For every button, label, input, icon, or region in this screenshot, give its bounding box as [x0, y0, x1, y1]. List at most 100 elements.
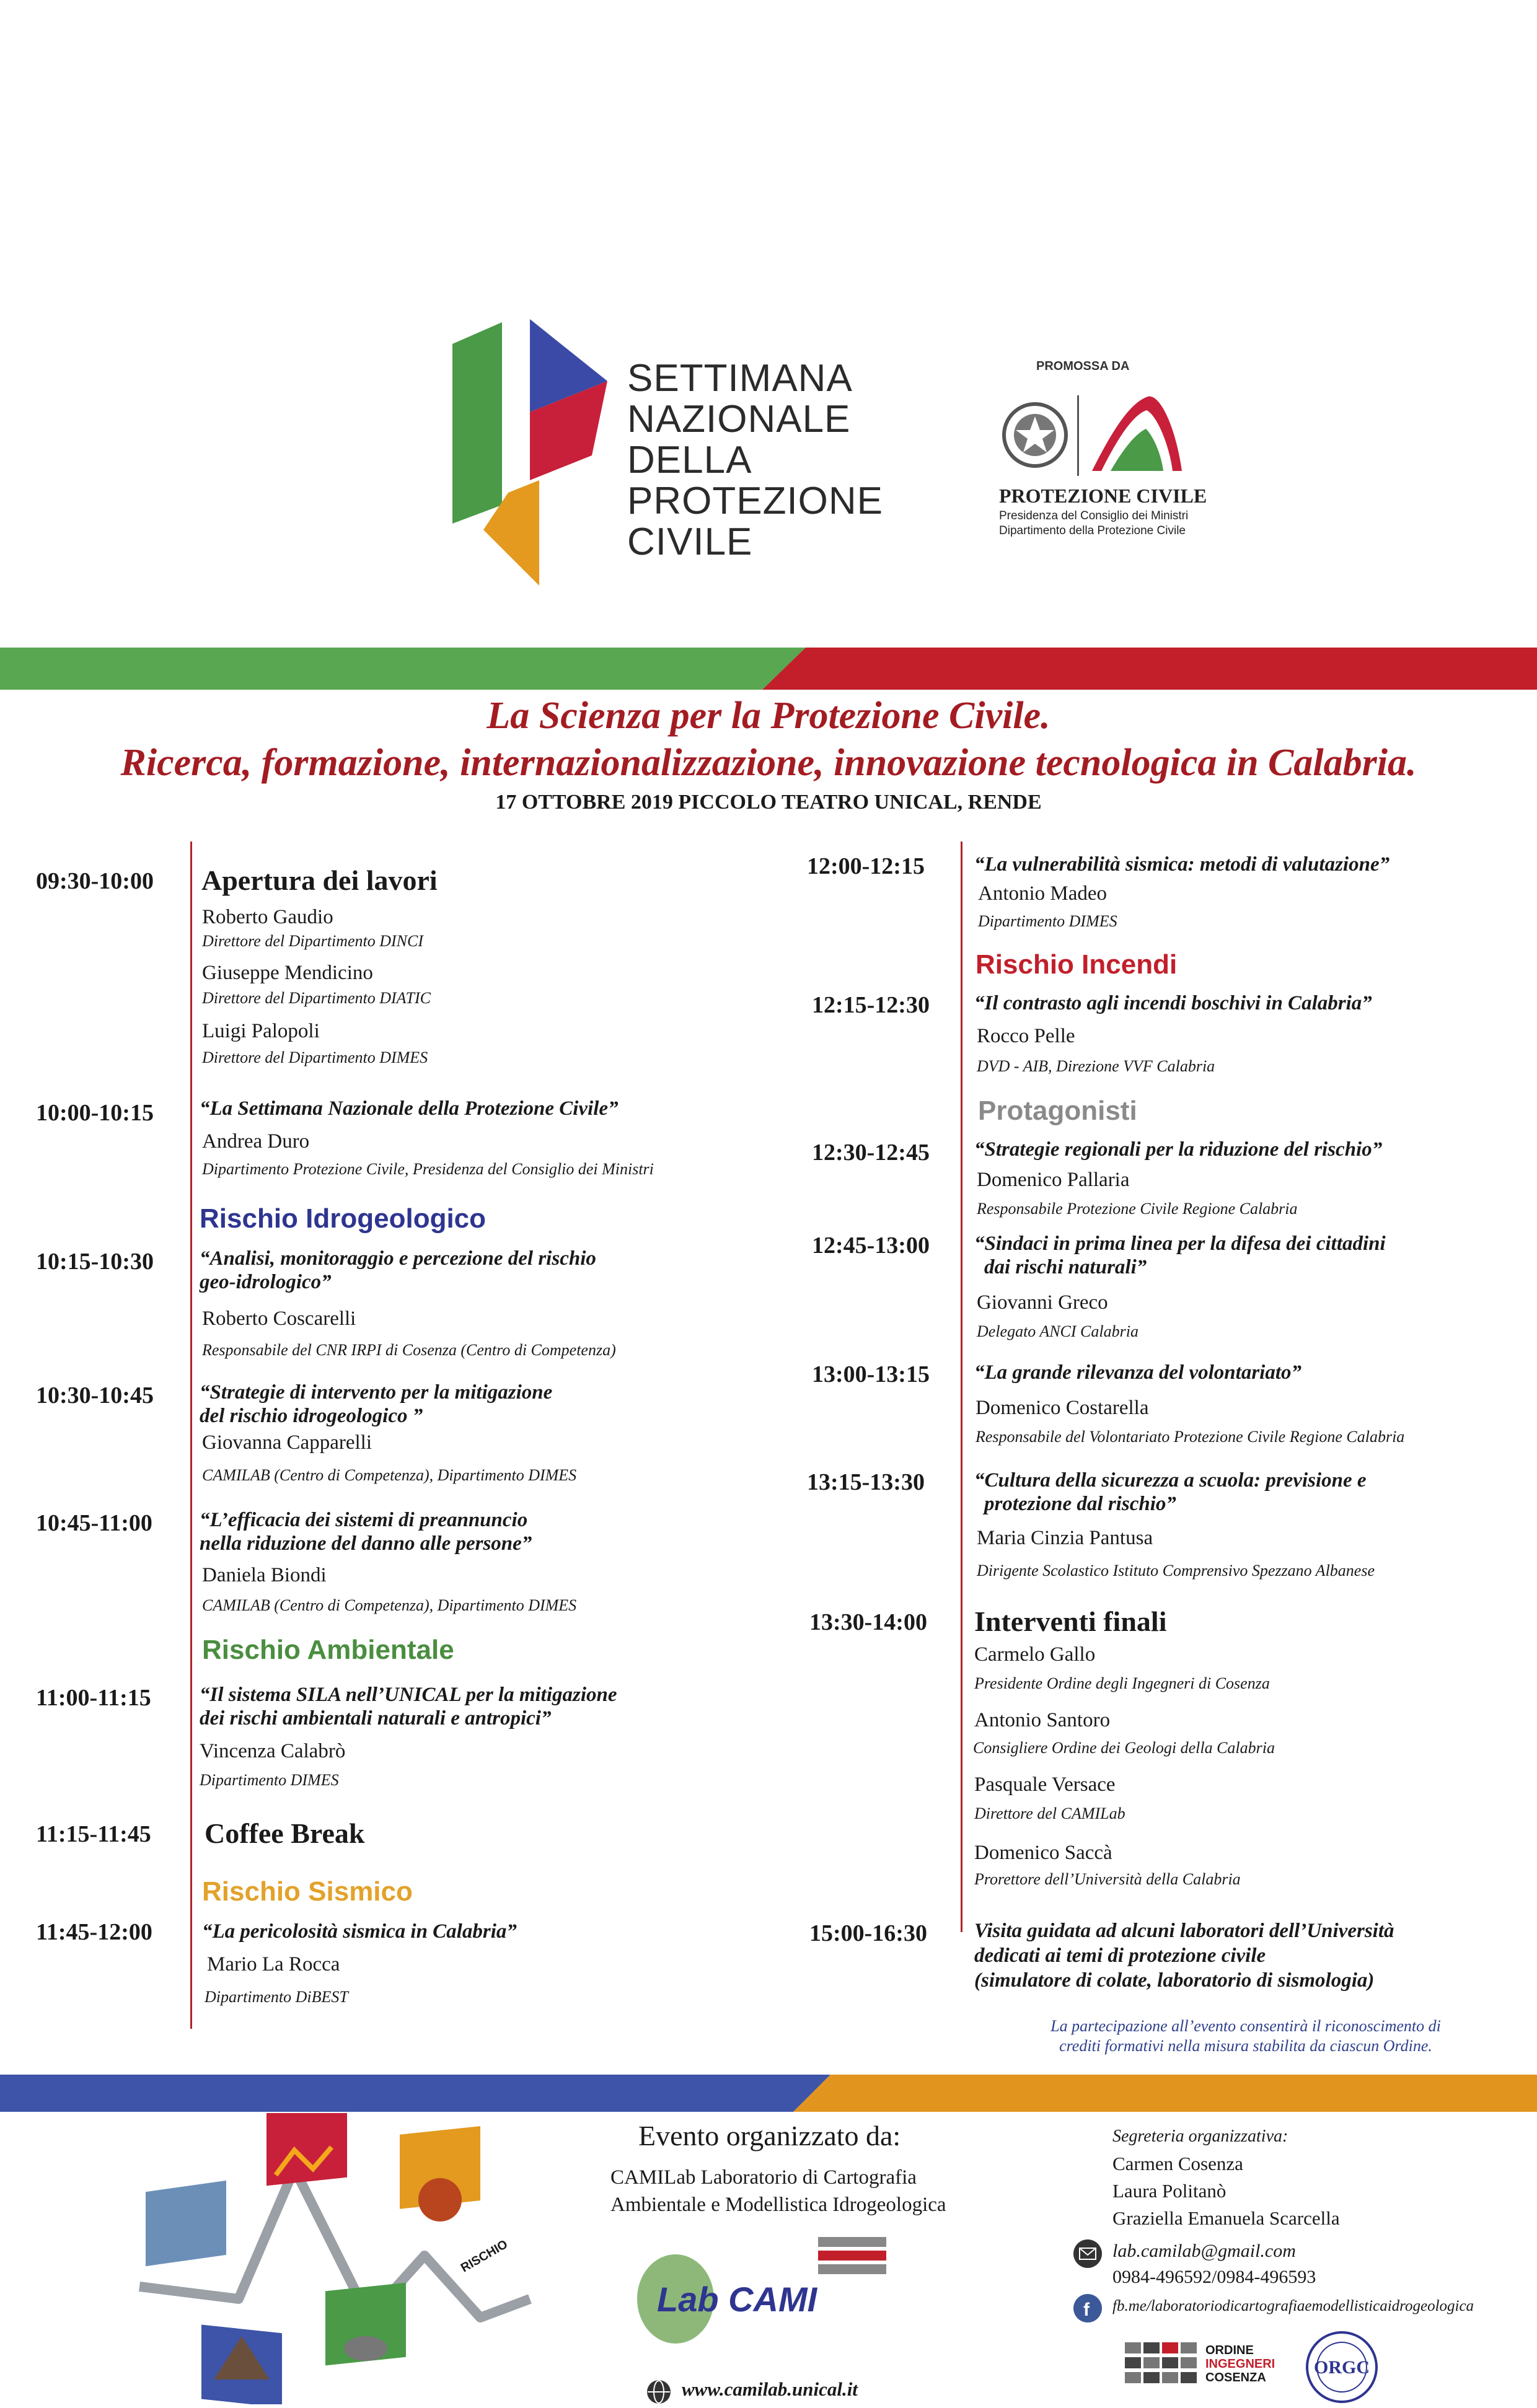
- time-s6: 11:00-11:15: [36, 1685, 151, 1711]
- section-rischio-sismico: Rischio Sismico: [202, 1876, 413, 1907]
- speaker-role: CAMILAB (Centro di Competenza), Dipartim…: [202, 1466, 577, 1484]
- facebook-icon: f: [1073, 2294, 1102, 2322]
- speaker-role: Responsabile del Volontariato Protezione…: [975, 1428, 1405, 1446]
- talk-title: “Il contrasto agli incendi boschivi in C…: [974, 992, 1372, 1014]
- time-s1: 09:30-10:00: [36, 868, 154, 894]
- speaker-role: CAMILAB (Centro di Competenza), Dipartim…: [202, 1596, 577, 1614]
- time-r1: 12:00-12:15: [807, 853, 925, 879]
- speaker-role: Dipartimento DIMES: [200, 1771, 339, 1789]
- talk-title: “La grande rilevanza del volontariato”: [974, 1361, 1301, 1384]
- organizer-name: CAMILab Laboratorio di Cartografia Ambie…: [610, 2166, 946, 2216]
- talk-title: “Cultura della sicurezza a scuola: previ…: [974, 1469, 1367, 1515]
- protezione-civile-logo: [1092, 396, 1182, 471]
- speaker-role: Dirigente Scolastico Istituto Comprensiv…: [977, 1562, 1375, 1580]
- speaker-role: Direttore del Dipartimento DIATIC: [202, 989, 431, 1007]
- ordine-ingegneri-logo-mark: [1125, 2342, 1197, 2383]
- speaker-role: Consigliere Ordine dei Geologi della Cal…: [973, 1739, 1275, 1757]
- speaker-role: Dipartimento DIMES: [978, 912, 1117, 930]
- right-divider: [961, 841, 962, 1932]
- speaker-name: Domenico Costarella: [975, 1397, 1149, 1419]
- time-r8: 15:00-16:30: [809, 1920, 927, 1946]
- speaker-name: Giovanni Greco: [977, 1291, 1108, 1314]
- talk-title: “La Settimana Nazionale della Protezione…: [200, 1097, 619, 1120]
- time-s3: 10:15-10:30: [36, 1249, 154, 1275]
- time-r6: 13:15-13:30: [807, 1469, 925, 1495]
- time-s7: 11:15-11:45: [36, 1821, 151, 1847]
- pc-sub2: Dipartimento della Protezione Civile: [999, 524, 1186, 537]
- speaker-name: Domenico Saccà: [974, 1842, 1112, 1864]
- talk-title-visita: Visita guidata ad alcuni laboratori dell…: [974, 1920, 1394, 1992]
- speaker-name: Daniela Biondi: [202, 1564, 327, 1586]
- speaker-name: Andrea Duro: [202, 1130, 310, 1153]
- speaker-role: Prorettore dell’Università della Calabri…: [974, 1870, 1241, 1888]
- main-title: La Scienza per la Protezione Civile.: [487, 695, 1050, 737]
- talk-title: “Strategie di intervento per la mitigazi…: [200, 1381, 553, 1427]
- talk-title: “L’efficacia dei sistemi di preannuncio n…: [200, 1509, 532, 1555]
- speaker-role: DVD - AIB, Direzione VVF Calabria: [977, 1057, 1215, 1075]
- left-divider: [190, 841, 192, 2029]
- speaker-role: Direttore del CAMILab: [974, 1804, 1125, 1822]
- speaker-name: Roberto Gaudio: [202, 906, 333, 928]
- ordine-geologi-seal: ORGC: [1306, 2331, 1378, 2403]
- speaker-role: Presidente Ordine degli Ingegneri di Cos…: [974, 1674, 1270, 1692]
- email-address[interactable]: lab.camilab@gmail.com: [1112, 2241, 1296, 2261]
- settimana-logo-mark: [452, 319, 607, 586]
- speaker-name: Carmelo Gallo: [974, 1643, 1096, 1666]
- speaker-role: Dipartimento DiBEST: [205, 1988, 348, 2006]
- talk-title: “Il sistema SILA nell’UNICAL per la miti…: [200, 1684, 617, 1729]
- email-icon: [1073, 2239, 1102, 2268]
- speaker-role: Responsabile del CNR IRPI di Cosenza (Ce…: [202, 1341, 616, 1359]
- main-subtitle: Ricerca, formazione, internazionalizzazi…: [120, 742, 1417, 784]
- pc-logo-divider: [1077, 395, 1079, 476]
- speaker-name: Domenico Pallaria: [977, 1169, 1130, 1191]
- bottom-color-band: [0, 2075, 1537, 2112]
- segreteria-list: Carmen Cosenza Laura Politanò Graziella …: [1112, 2153, 1340, 2229]
- time-s2: 10:00-10:15: [36, 1100, 154, 1126]
- speaker-role: Delegato ANCI Calabria: [977, 1322, 1138, 1340]
- session-title-apertura: Apertura dei lavori: [201, 864, 438, 896]
- speaker-name: Mario La Rocca: [207, 1953, 340, 1975]
- ordine-ingegneri-text: ORDINE INGEGNERI COSENZA: [1205, 2344, 1275, 2384]
- speaker-name: Rocco Pelle: [977, 1025, 1075, 1047]
- speaker-name: Maria Cinzia Pantusa: [977, 1527, 1153, 1549]
- talk-title: “Strategie regionali per la riduzione de…: [974, 1138, 1383, 1161]
- globe-icon: [647, 2380, 671, 2404]
- talk-title: “Sindaci in prima linea per la difesa de…: [974, 1233, 1386, 1278]
- settimana-logo-text: SETTIMANA NAZIONALE DELLA PROTEZIONE CIV…: [627, 357, 884, 563]
- time-r3: 12:30-12:45: [812, 1140, 930, 1166]
- segreteria-title: Segreteria organizzativa:: [1112, 2127, 1288, 2146]
- time-r2: 12:15-12:30: [812, 992, 930, 1018]
- speaker-role: Responsabile Protezione Civile Regione C…: [977, 1200, 1298, 1218]
- top-color-band: [0, 648, 1537, 690]
- facebook-link[interactable]: fb.me/laboratoriodicartografiaemodellist…: [1112, 2298, 1474, 2314]
- speaker-name: Vincenza Calabrò: [200, 1740, 346, 1762]
- risk-illustration: [139, 2113, 532, 2404]
- section-protagonisti: Protagonisti: [978, 1096, 1137, 1126]
- event-date: 17 OTTOBRE 2019 PICCOLO TEATRO UNICAL, R…: [495, 791, 1042, 814]
- speaker-role: Direttore del Dipartimento DINCI: [202, 932, 423, 950]
- talk-title: “La pericolosità sismica in Calabria”: [202, 1920, 517, 1943]
- speaker-name: Giuseppe Mendicino: [202, 962, 373, 984]
- speaker-name: Giovanna Capparelli: [202, 1431, 372, 1454]
- speaker-role: Direttore del Dipartimento DIMES: [202, 1048, 428, 1066]
- session-title-coffee: Coffee Break: [205, 1817, 365, 1849]
- camilab-logo: Lab CAMI: [637, 2237, 886, 2344]
- speaker-name: Pasquale Versace: [974, 1773, 1116, 1796]
- organizer-title: Evento organizzato da:: [638, 2120, 901, 2151]
- italian-emblem-icon: [1002, 402, 1068, 468]
- pc-name: PROTEZIONE CIVILE: [999, 485, 1207, 507]
- time-s8: 11:45-12:00: [36, 1919, 152, 1945]
- section-rischio-idrogeologico: Rischio Idrogeologico: [200, 1203, 487, 1234]
- speaker-name: Roberto Coscarelli: [202, 1307, 356, 1330]
- time-s5: 10:45-11:00: [36, 1510, 152, 1536]
- time-r5: 13:00-13:15: [812, 1361, 930, 1387]
- promossa-da-label: PROMOSSA DA: [1036, 359, 1130, 373]
- svg-text:f: f: [1083, 2300, 1090, 2320]
- phone-number: 0984-496592/0984-496593: [1112, 2267, 1316, 2287]
- pc-sub1: Presidenza del Consiglio dei Ministri: [999, 509, 1189, 522]
- section-rischio-incendi: Rischio Incendi: [975, 949, 1178, 980]
- speaker-name: Luigi Palopoli: [202, 1020, 320, 1042]
- speaker-name: Antonio Madeo: [978, 882, 1108, 905]
- website-link[interactable]: www.camilab.unical.it: [682, 2378, 858, 2400]
- talk-title: “Analisi, monitoraggio e percezione del …: [200, 1247, 596, 1293]
